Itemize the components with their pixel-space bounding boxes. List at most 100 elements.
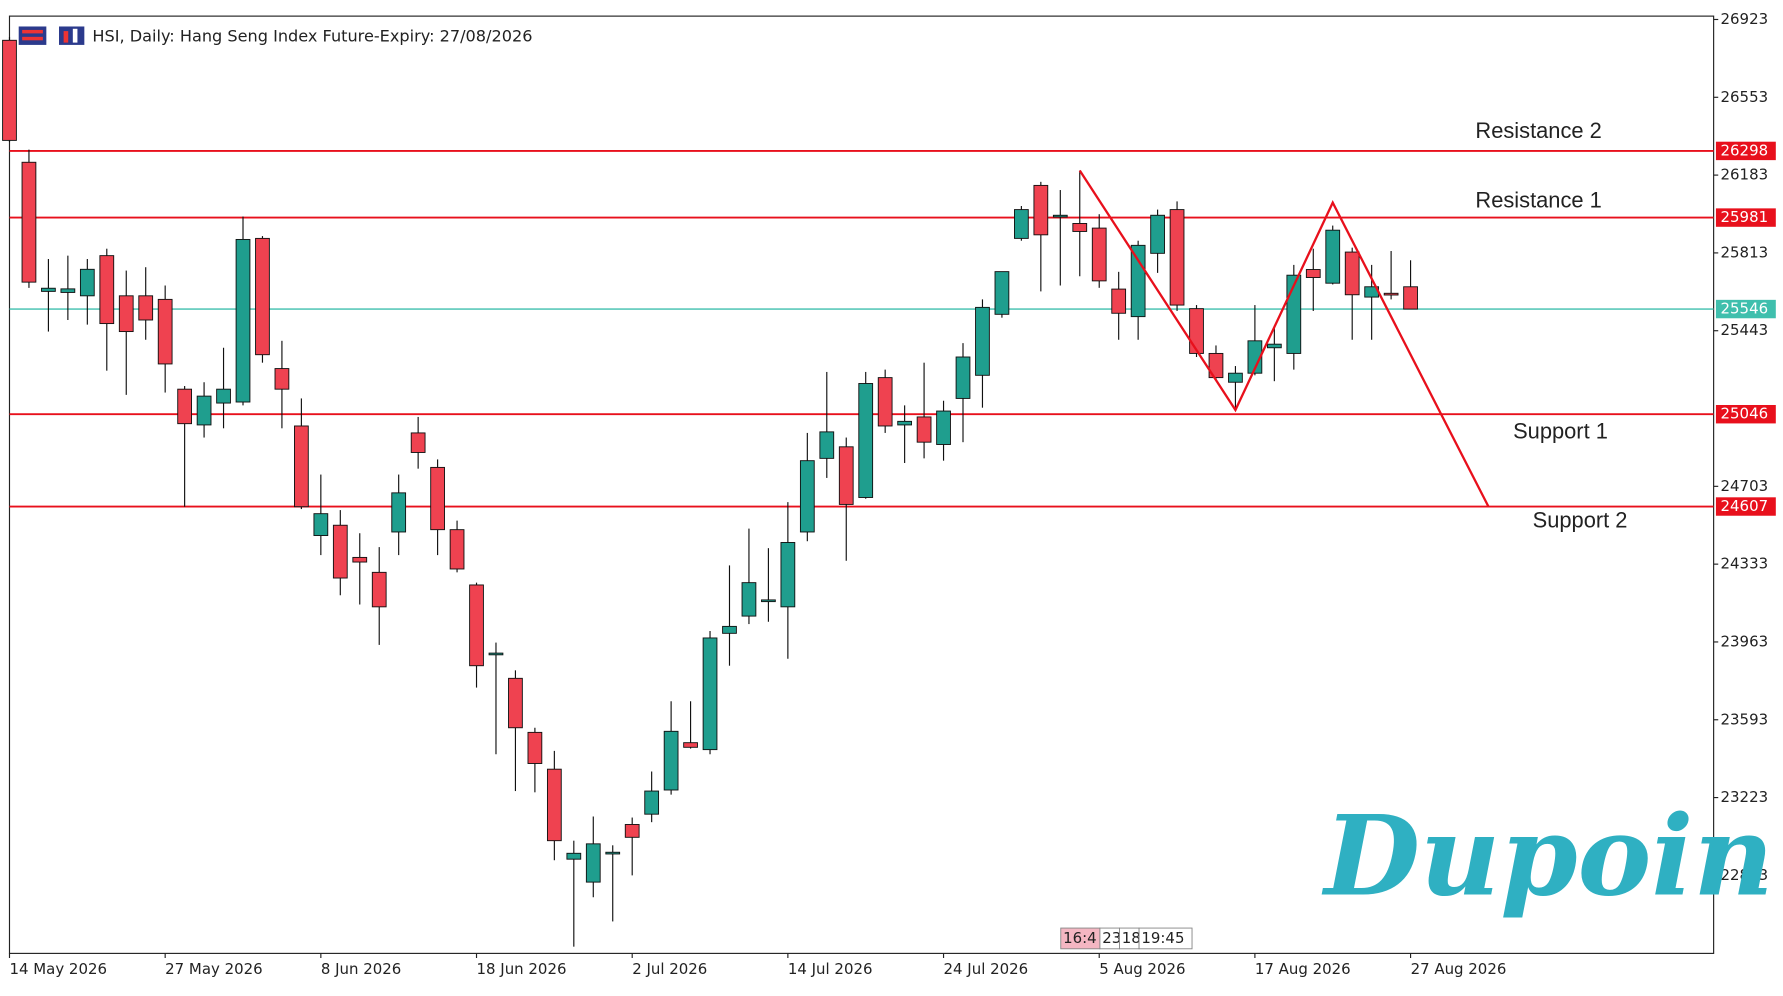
candle-body [663,730,679,791]
candle-body [527,731,543,764]
time-marker-box [1138,927,1193,950]
level-price-label: 25981 [1721,208,1769,226]
y-tick-label: 26923 [1721,10,1769,28]
level-price-tag [1715,208,1776,227]
last-price-tag [1715,299,1776,319]
candle-body [780,542,796,608]
candle-body [877,377,893,427]
candle-body [371,571,387,608]
icon [18,26,47,45]
candle-body [157,298,173,365]
candle-body [975,306,990,376]
candle-body [605,851,621,855]
candle-body [313,513,329,537]
level-price-tag [1715,141,1776,161]
candle-body [430,466,445,531]
candle-body [1091,227,1107,282]
candle-body [1169,209,1185,306]
x-tick-label: 14 May 2026 [9,960,107,978]
candle-body [1383,292,1399,296]
candle-body [488,652,504,656]
candle-body [566,852,582,860]
candle-body [936,410,951,445]
brand-logo: Dupoin [1321,792,1774,922]
candle-body [138,295,154,321]
candle-body [1208,352,1224,379]
y-tick-label: 24703 [1721,477,1769,495]
candle-body [118,295,134,333]
x-tick-label: 24 Jul 2026 [944,960,1029,978]
level-annotation: Resistance 1 [1475,187,1601,212]
candle-body [955,356,971,399]
level-price-label: 26298 [1721,141,1769,159]
y-tick-label: 25813 [1721,243,1769,261]
candle-body [1111,288,1127,314]
y-tick-label: 25443 [1721,321,1769,339]
x-tick-label: 5 Aug 2026 [1099,960,1185,978]
candle-body [508,677,523,729]
candle-body [1344,251,1360,296]
candle-body [332,524,348,579]
candle-body [858,383,874,498]
candle-body [819,431,835,459]
candle-body [216,388,231,404]
candle-body [741,582,757,617]
candle-body [994,271,1010,315]
candle-body [60,288,76,293]
x-tick-label: 14 Jul 2026 [788,960,873,978]
candle-body [21,161,37,283]
candle-body [683,742,698,748]
x-tick-label: 18 Jun 2026 [477,960,567,978]
candle-body [1052,214,1068,218]
x-tick-label: 2 Jul 2026 [632,960,707,978]
candle-body [449,529,465,570]
candle-body [722,625,737,634]
candle-body [274,368,290,390]
y-tick-label: 24333 [1721,555,1769,573]
candle-body [1130,244,1146,318]
candle-body [235,238,251,403]
candle-body [1014,209,1029,239]
candle-body [585,843,601,883]
x-tick-label: 17 Aug 2026 [1255,960,1351,978]
candle-body [1033,184,1049,236]
candle-body [196,395,212,426]
icon [63,31,69,43]
candle-body [1072,223,1088,232]
level-annotation: Resistance 2 [1475,118,1601,143]
candle-body [1150,214,1165,254]
y-tick-label: 23223 [1721,788,1769,806]
y-tick-label: 23593 [1721,710,1769,728]
candle-body [1325,229,1341,284]
level-annotation: Support 2 [1533,507,1628,532]
candle-body [1403,286,1418,310]
time-marker-label: 19:45 [1141,929,1184,947]
y-tick-label: 26553 [1721,88,1769,106]
level-price-tag [1715,497,1776,516]
icon [72,28,78,43]
candle-body [294,425,309,508]
candle-body [391,492,407,533]
level-price-label: 24607 [1721,497,1769,515]
candle-body [41,287,56,292]
candle-body [799,460,815,533]
time-marker-label: 23 [1102,929,1121,947]
x-tick-label: 27 May 2026 [165,960,263,978]
candle-body [99,255,115,325]
symbol-icons [18,26,85,45]
last-price-label: 25546 [1721,300,1769,318]
icon [22,29,43,34]
x-tick-label: 8 Jun 2026 [321,960,401,978]
time-marker-label: 16:4 [1063,929,1097,947]
time-marker-label: 18 [1122,929,1141,947]
level-price-label: 25046 [1721,405,1769,423]
candle-body [916,416,932,443]
candle-body [1247,340,1263,374]
icon [22,36,43,41]
candle-body [702,637,718,751]
candle-body [897,420,912,426]
level-annotation: Support 1 [1513,419,1608,444]
candle-body [1228,372,1243,383]
y-tick-label: 26183 [1721,166,1769,184]
